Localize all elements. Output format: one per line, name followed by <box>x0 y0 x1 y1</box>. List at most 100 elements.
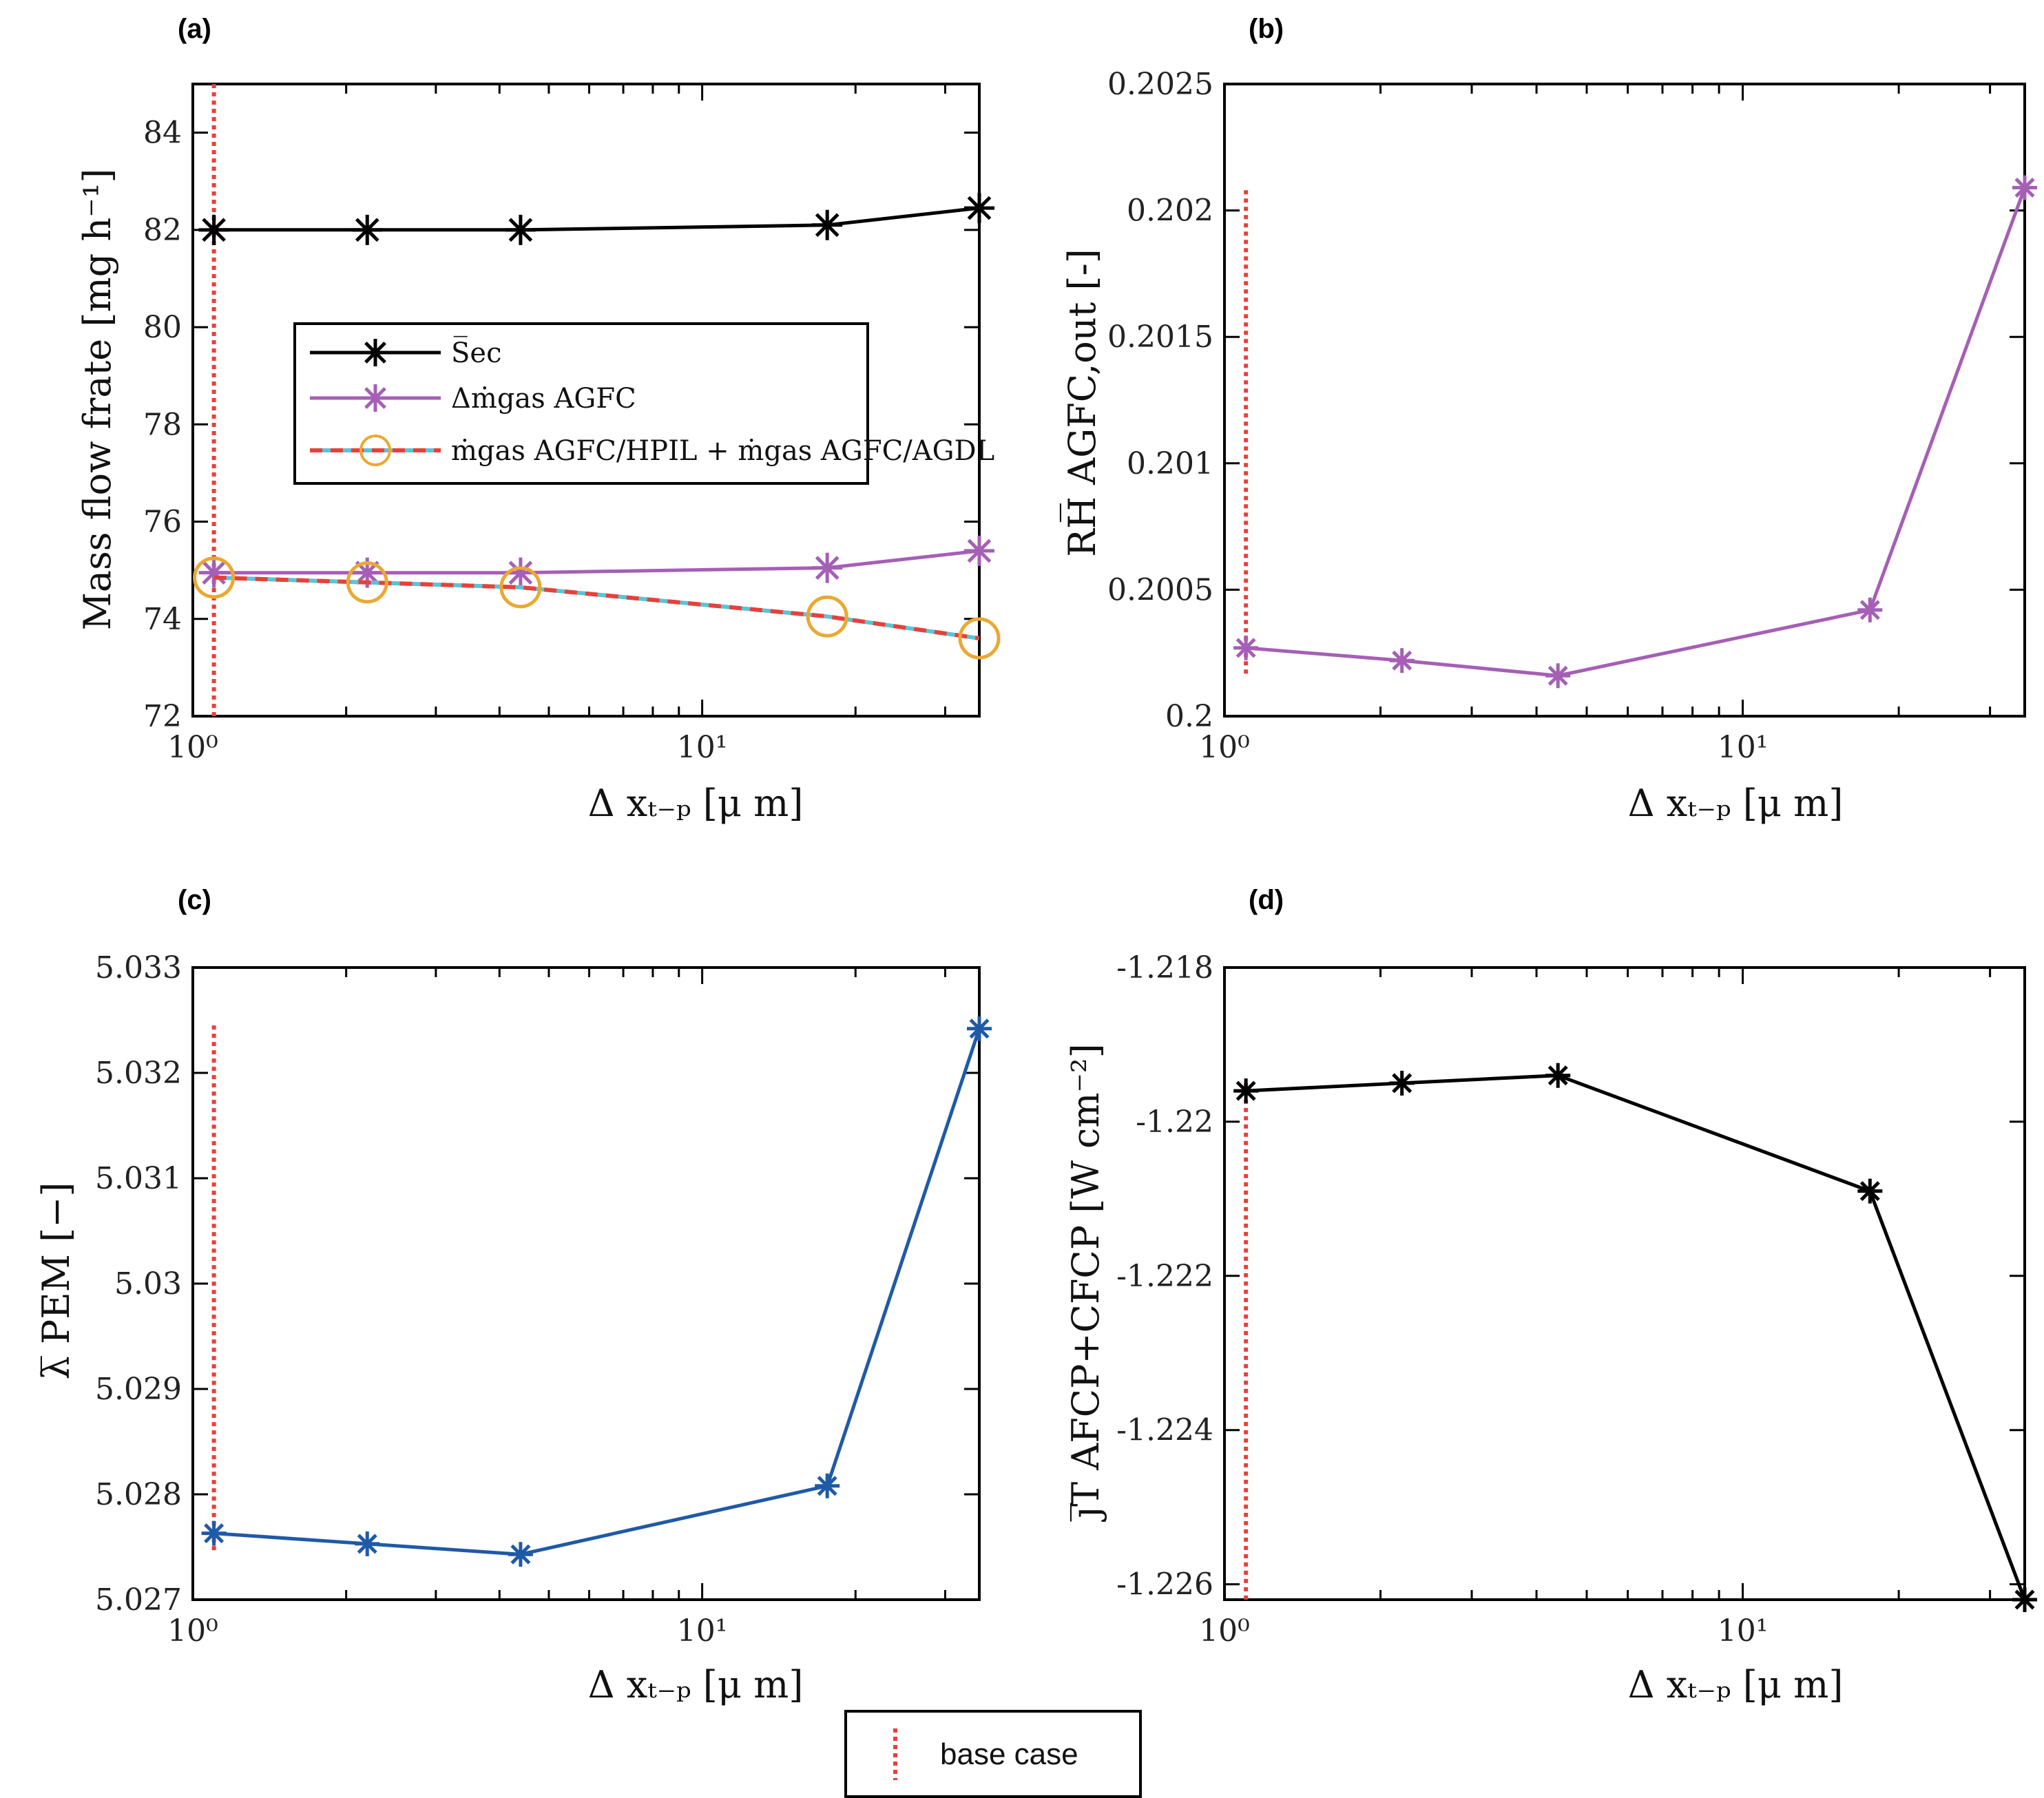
series-0-point-2 <box>508 1542 533 1567</box>
base-case-legend-box <box>844 1710 1142 1798</box>
ytick-label: 5.033 <box>95 950 182 985</box>
ylabel-c: λ̅ PEM [−] <box>34 1182 78 1380</box>
xlabel-d: Δ xₜ₋ₚ [μ m] <box>1628 1663 1844 1706</box>
axes-frame <box>191 83 981 718</box>
series-2-line-base <box>213 575 980 640</box>
series-0-point-2 <box>1545 663 1571 689</box>
panel-b: 0.2 0.2005 0.201 0.2015 0.202 0.2025 10⁰ 10¹ <box>1107 67 2037 765</box>
xtick-label: 10¹ <box>677 730 728 765</box>
legend-asterisk-1 <box>362 384 389 412</box>
axes-frame <box>1223 83 2026 718</box>
series-0-point-0 <box>201 1520 227 1546</box>
series-2-point-0 <box>193 556 236 599</box>
xlabel-b: Δ xₜ₋ₚ [μ m] <box>1628 782 1844 825</box>
ytick-label: 5.028 <box>95 1477 182 1512</box>
ytick-label: 5.031 <box>95 1161 182 1196</box>
series-2-line <box>213 575 980 640</box>
panel-d: -1.226 -1.224 -1.222 -1.22 -1.218 10⁰ 10¹ <box>1116 950 2037 1649</box>
series-2-point-3 <box>806 595 848 638</box>
ytick-label: 82 <box>143 213 182 248</box>
series-0-line <box>213 206 980 232</box>
xtick-label: 10¹ <box>1718 730 1769 765</box>
series-0-point-1 <box>352 214 383 245</box>
series-0-line <box>213 1027 981 1556</box>
series-0-point-0 <box>1233 635 1259 660</box>
ytick-label: 5.029 <box>95 1372 182 1407</box>
ytick-label: 78 <box>143 407 182 442</box>
series-0-point-4 <box>2012 1587 2037 1612</box>
axes-frame <box>191 966 981 1601</box>
ytick-label: 0.202 <box>1127 194 1213 229</box>
ytick-label: 0.201 <box>1127 446 1213 481</box>
ylabel-a: Mass flow frate [mg h⁻¹] <box>76 169 119 631</box>
series-0-point-4 <box>964 193 994 224</box>
legend-a-marker-2 <box>359 435 391 466</box>
ytick-label: 76 <box>143 505 182 540</box>
ytick-label: 5.032 <box>95 1056 182 1091</box>
ytick-label: 5.03 <box>114 1266 182 1302</box>
panel-c: 5.027 5.028 5.029 5.03 5.031 5.032 5.033 10⁰ 10¹ <box>95 950 992 1649</box>
ytick-label: 0.2005 <box>1107 572 1213 607</box>
ytick-label: -1.22 <box>1136 1105 1213 1140</box>
ytick-label: 74 <box>143 602 182 637</box>
series-2-point-1 <box>346 561 388 604</box>
series-0-point-4 <box>967 1016 992 1041</box>
panel-label-a: (a) <box>178 14 211 44</box>
panel-label-b: (b) <box>1249 14 1284 44</box>
series-0-point-1 <box>1389 648 1415 673</box>
legend-a-box <box>293 322 869 485</box>
xtick-label: 10⁰ <box>167 1613 218 1649</box>
series-0-point-3 <box>815 1473 840 1498</box>
panel-label-c: (c) <box>178 885 211 915</box>
ytick-label: 0.2015 <box>1107 320 1213 355</box>
series-1-line <box>213 549 980 575</box>
ytick-label: -1.222 <box>1116 1259 1213 1294</box>
xlabel-c: Δ xₜ₋ₚ [μ m] <box>588 1663 804 1706</box>
series-0-point-2 <box>505 214 536 245</box>
legend-a-marker-1 <box>362 384 389 412</box>
series-2-point-4 <box>958 617 1001 660</box>
series-0-point-0 <box>198 214 229 245</box>
series-0-point-1 <box>355 1531 380 1556</box>
base-case-legend-label: base case <box>940 1737 1078 1771</box>
series-1-point-4 <box>964 535 994 566</box>
ytick-label: 0.2 <box>1165 699 1213 734</box>
series-0-point-3 <box>1857 597 1883 623</box>
ytick-label: 84 <box>143 116 182 151</box>
xtick-label: 10⁰ <box>1199 1613 1250 1649</box>
legend-a-label-2: ṁgas AGFC/HPIL + ṁgas AGFC/AGDL <box>451 435 994 467</box>
ytick-label: 5.027 <box>95 1582 182 1618</box>
xtick-label: 10⁰ <box>167 730 218 765</box>
legend-a: S̅ec Δṁgas AGFC ṁgas AGFC/HPIL + ṁgas AG… <box>293 322 994 485</box>
series-0-point-0 <box>1233 1078 1259 1104</box>
series-0-point-1 <box>1389 1070 1415 1096</box>
panel-a: 72 74 76 78 80 82 84 10⁰ 10¹ <box>143 83 1001 765</box>
ytick-label: 0.2025 <box>1107 67 1213 102</box>
ytick-label: -1.224 <box>1116 1413 1213 1448</box>
legend-a-label-1: Δṁgas AGFC <box>451 383 636 415</box>
panel-label-d: (d) <box>1249 885 1284 915</box>
legend-a-marker-0 <box>362 339 389 366</box>
xlabel-a: Δ xₜ₋ₚ [μ m] <box>588 782 804 825</box>
series-2-point-2 <box>499 566 542 609</box>
ytick-label: 80 <box>143 310 182 345</box>
series-1-point-0 <box>198 557 229 588</box>
xtick-label: 10¹ <box>1718 1613 1769 1649</box>
series-0-point-2 <box>1545 1063 1571 1088</box>
legend-asterisk-0 <box>362 339 389 366</box>
xtick-label: 10¹ <box>677 1613 728 1649</box>
series-0-point-4 <box>2012 175 2037 200</box>
base-case-legend: base case <box>844 1710 1142 1798</box>
series-0-point-3 <box>812 209 843 240</box>
series-0-point-3 <box>1857 1178 1883 1204</box>
axes-frame <box>1223 966 2026 1601</box>
series-0-line <box>1246 1074 2027 1600</box>
ytick-label: -1.226 <box>1116 1567 1213 1602</box>
ylabel-d: j̅T AFCP+CFCP [W cm⁻²] <box>1064 1043 1107 1522</box>
ytick-label: -1.218 <box>1116 950 1213 985</box>
series-0-line <box>1245 187 2027 678</box>
ylabel-b: RH̅ AGFC,out [-] <box>1059 249 1104 557</box>
ytick-label: 72 <box>143 699 182 734</box>
xtick-label: 10⁰ <box>1199 730 1250 765</box>
